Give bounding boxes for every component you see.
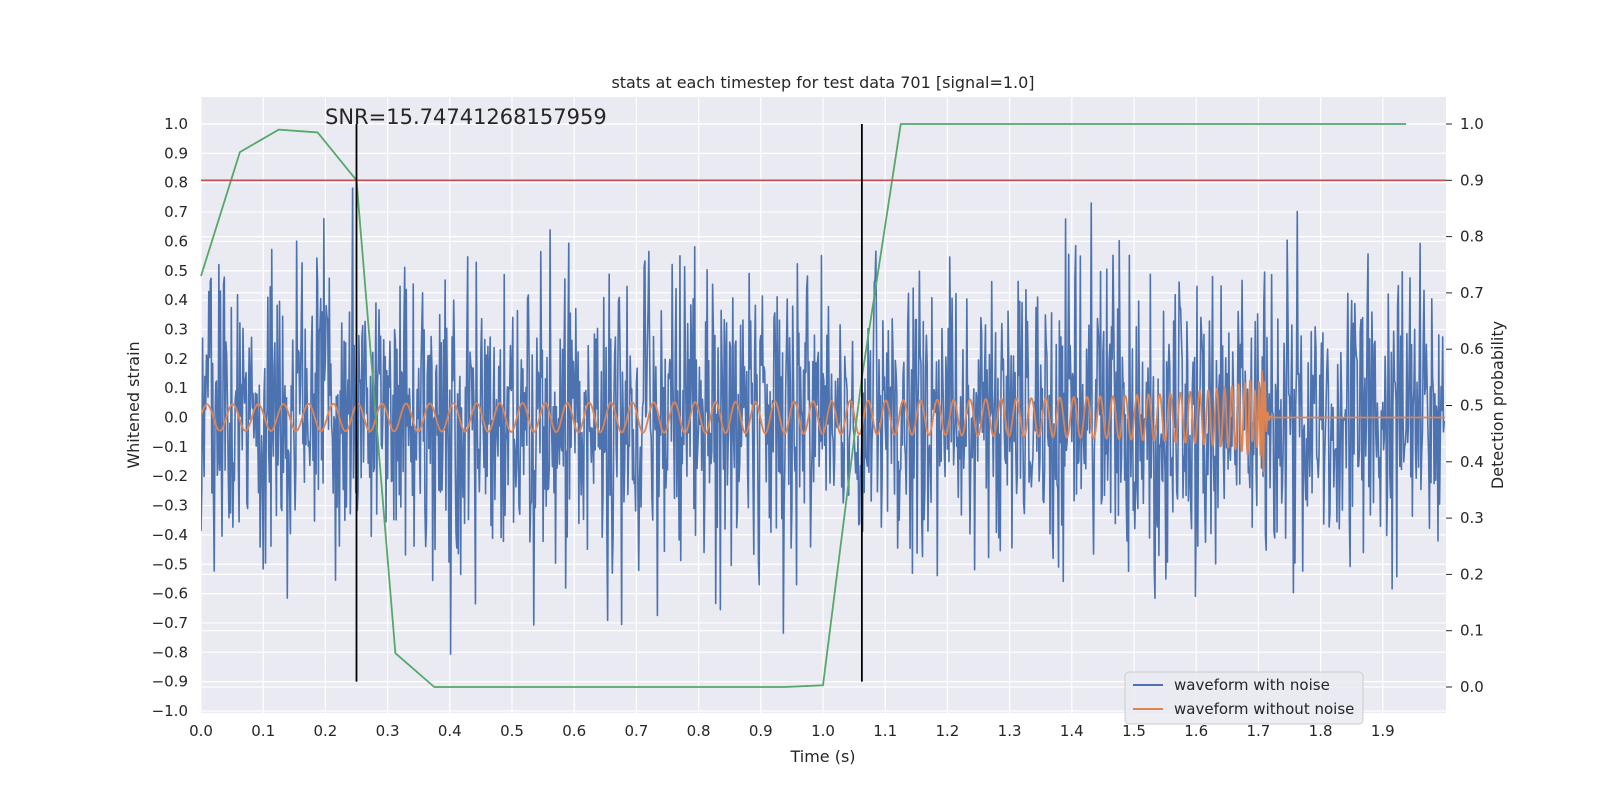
x-tick-label: 1.9 — [1371, 722, 1395, 740]
series-waveform-without-noise — [201, 369, 1446, 473]
x-tick-label: 1.5 — [1122, 722, 1146, 740]
y-tick-label: −0.7 — [152, 614, 188, 632]
y-tick-label: 0.7 — [164, 203, 188, 221]
y-tick-label: 0.6 — [164, 232, 188, 250]
series-waveform-with-noise — [201, 187, 1446, 655]
snr-annotation: SNR=15.74741268157959 — [325, 105, 607, 129]
x-tick-label: 0.6 — [562, 722, 586, 740]
overlay-layer — [200, 123, 1446, 688]
x-tick-label: 0.7 — [624, 722, 648, 740]
y-tick-label: 0.1 — [164, 379, 188, 397]
x-tick-label: 1.6 — [1184, 722, 1208, 740]
x-tick-label: 0.4 — [438, 722, 462, 740]
x-tick-label: 1.0 — [811, 722, 835, 740]
y-tick-label: −0.1 — [152, 438, 188, 456]
y2-tick-label: 0.5 — [1460, 397, 1484, 415]
y2-tick-label: 0.4 — [1460, 453, 1484, 471]
y2-tick-label: 1.0 — [1460, 115, 1484, 133]
legend: waveform with noise waveform without noi… — [1124, 671, 1364, 725]
chart-title: stats at each timestep for test data 701… — [611, 73, 1034, 92]
y-tick-label: 0.2 — [164, 350, 188, 368]
x-tick-label: 1.3 — [998, 722, 1022, 740]
y-tick-labels: 1.0 0.9 0.8 0.7 0.6 0.5 0.4 0.3 0.2 0.1 0.0 −0.1 −0.… — [152, 115, 188, 720]
y-tick-label: 0.0 — [164, 409, 188, 427]
legend-box — [1124, 671, 1364, 725]
y2-tick-label: 0.2 — [1460, 565, 1484, 583]
y2-tick-label: 0.8 — [1460, 228, 1484, 246]
y2-tick-label: 0.6 — [1460, 340, 1484, 358]
y2-tick-label: 0.9 — [1460, 171, 1484, 189]
y-tick-label: 0.5 — [164, 262, 188, 280]
y2-tick-label: 0.1 — [1460, 622, 1484, 640]
y-tick-label: 0.9 — [164, 144, 188, 162]
x-tick-label: 0.2 — [313, 722, 337, 740]
y-tick-label: −0.6 — [152, 585, 188, 603]
y2-axis-title: Detection probability — [1488, 321, 1507, 489]
y-tick-label: 0.4 — [164, 291, 188, 309]
y-tick-label: 0.3 — [164, 320, 188, 338]
legend-label-noise: waveform with noise — [1174, 676, 1330, 694]
x-tick-label: 1.7 — [1246, 722, 1270, 740]
y-tick-label: −0.3 — [152, 497, 188, 515]
x-tick-label: 0.5 — [500, 722, 524, 740]
y-tick-label: 1.0 — [164, 115, 188, 133]
series-detection-probability — [200, 123, 1407, 688]
x-tick-label: 1.4 — [1060, 722, 1084, 740]
y-tick-label: −0.8 — [152, 643, 188, 661]
y2-tick-label: 0.3 — [1460, 509, 1484, 527]
y-tick-label: 0.8 — [164, 174, 188, 192]
x-tick-label: 0.1 — [251, 722, 275, 740]
y-tick-label: −0.9 — [152, 673, 188, 691]
y2-tick-labels: 1.0 0.9 0.8 0.7 0.6 0.5 0.4 0.3 0.2 0.1 0.0 — [1446, 115, 1484, 696]
y-tick-label: −1.0 — [152, 702, 188, 720]
legend-label-clean: waveform without noise — [1174, 700, 1354, 718]
y-axis-title: Whitened strain — [124, 341, 143, 468]
y2-tick-label: 0.0 — [1460, 678, 1484, 696]
series-layer — [201, 187, 1446, 655]
y-tick-label: −0.4 — [152, 526, 188, 544]
x-tick-label: 0.3 — [376, 722, 400, 740]
x-tick-labels: 0.0 0.1 0.2 0.3 0.4 0.5 0.6 0.7 0.8 0.9 1.0 1.1 1.2 1… — [189, 722, 1395, 740]
x-tick-label: 1.1 — [873, 722, 897, 740]
y-tick-label: −0.2 — [152, 467, 188, 485]
x-tick-label: 1.8 — [1309, 722, 1333, 740]
x-tick-label: 0.9 — [749, 722, 773, 740]
y-tick-label: −0.5 — [152, 555, 188, 573]
x-tick-label: 0.0 — [189, 722, 213, 740]
x-axis-title: Time (s) — [789, 747, 855, 766]
x-tick-label: 1.2 — [935, 722, 959, 740]
x-tick-label: 0.8 — [687, 722, 711, 740]
y2-tick-label: 0.7 — [1460, 284, 1484, 302]
